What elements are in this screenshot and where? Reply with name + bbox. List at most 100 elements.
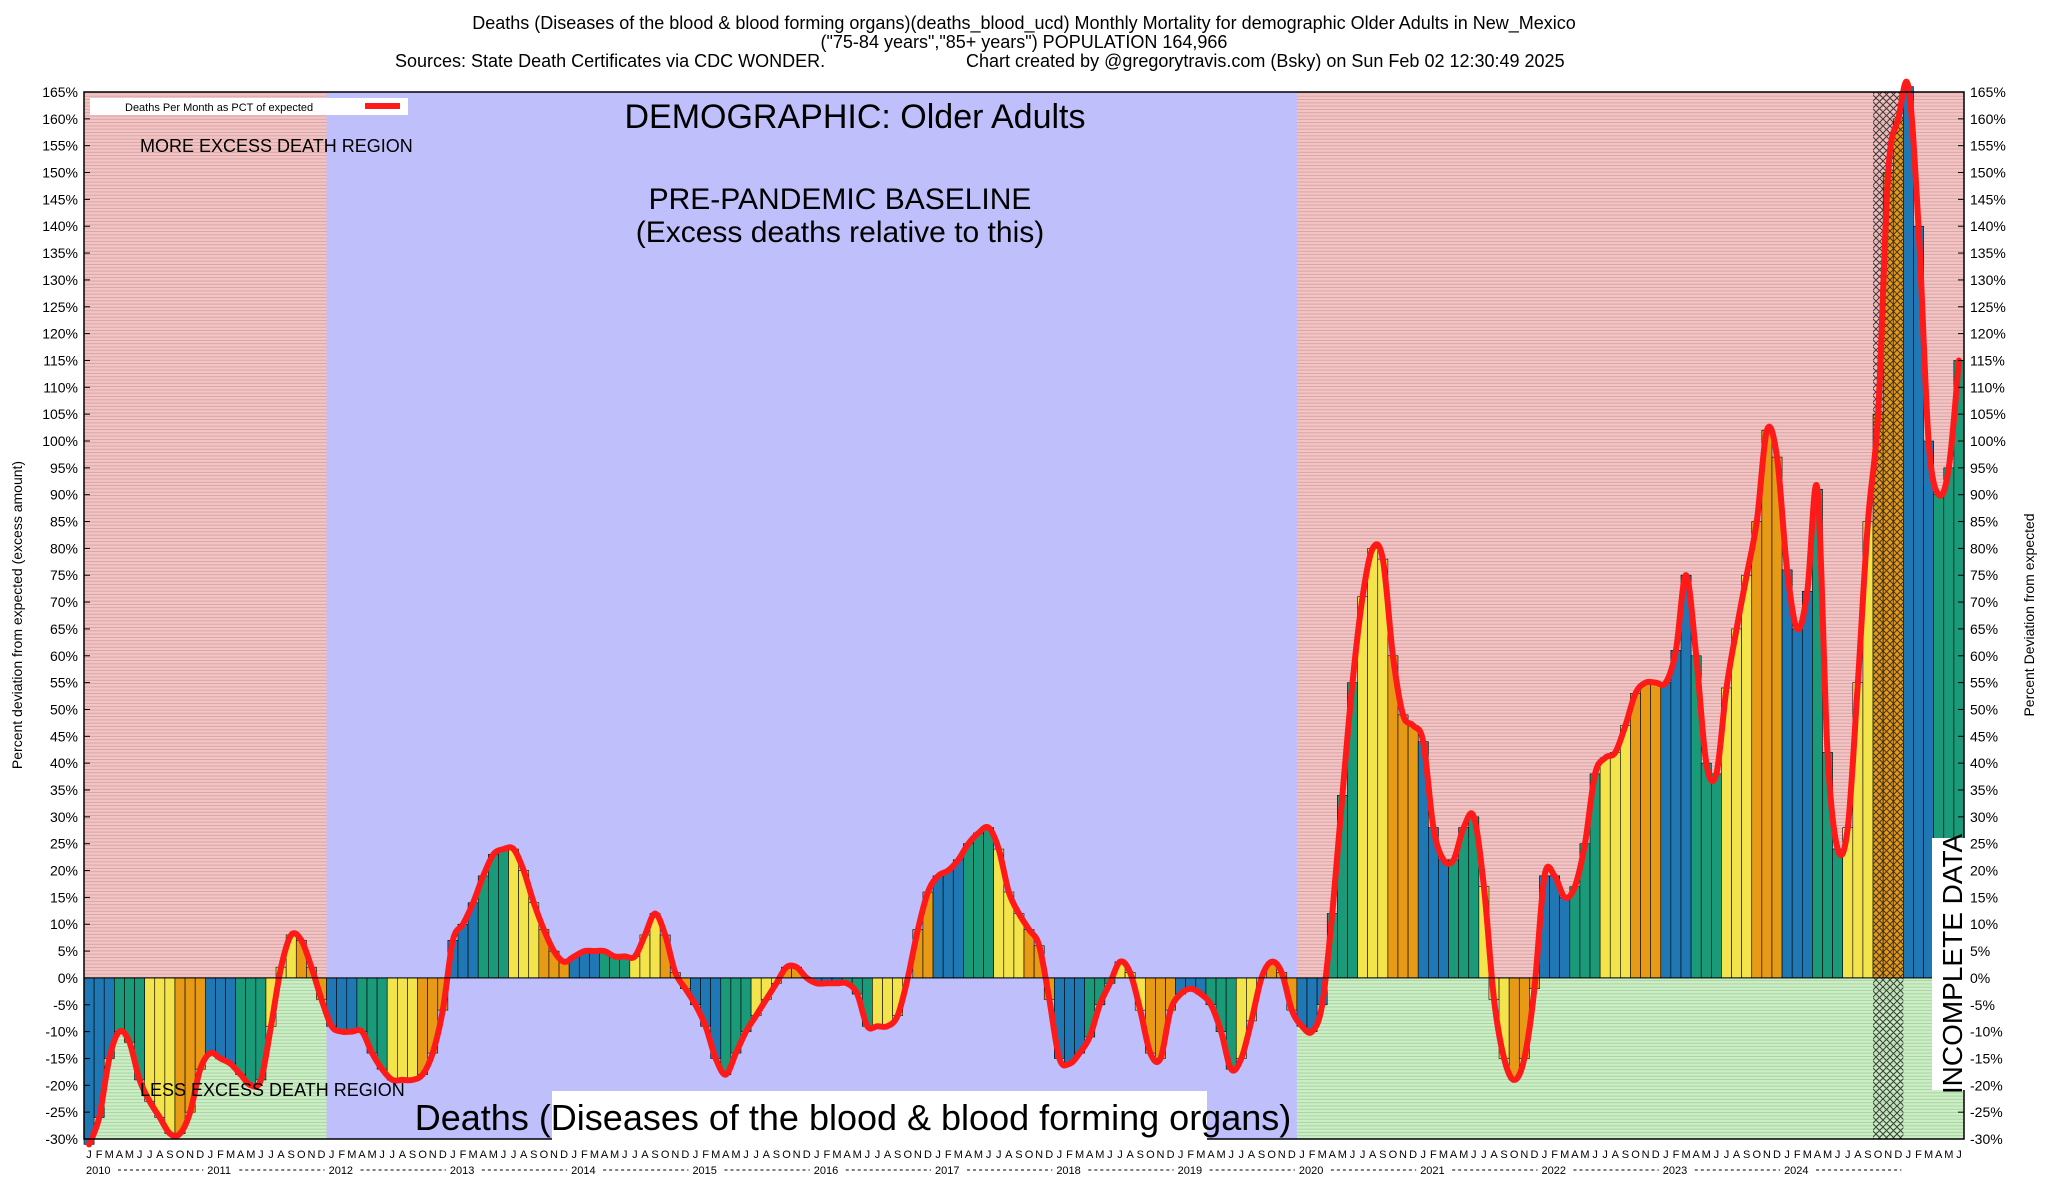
- x-month-label: S: [651, 1149, 658, 1161]
- x-month-label: A: [884, 1149, 892, 1161]
- bar: [508, 848, 519, 979]
- x-month-label: N: [1642, 1149, 1650, 1161]
- y-tick-label-left: 85%: [50, 514, 78, 530]
- x-month-label: S: [1258, 1149, 1265, 1161]
- x-month-label: J: [1956, 1149, 1962, 1161]
- x-month-label: S: [409, 1149, 416, 1161]
- bar: [1620, 725, 1631, 979]
- x-month-label: F: [1066, 1149, 1073, 1161]
- x-month-label: D: [1167, 1149, 1175, 1161]
- bar: [872, 977, 883, 1027]
- x-month-label: A: [1329, 1149, 1337, 1161]
- x-month-label: D: [1894, 1149, 1902, 1161]
- bar: [1731, 628, 1742, 979]
- x-month-label: J: [1107, 1149, 1113, 1161]
- x-year-label: 2020: [1299, 1165, 1323, 1177]
- x-month-label: O: [1267, 1149, 1276, 1161]
- x-month-label: N: [1035, 1149, 1043, 1161]
- x-month-label: M: [1702, 1149, 1711, 1161]
- x-month-label: M: [1459, 1149, 1468, 1161]
- x-month-label: N: [914, 1149, 922, 1161]
- x-month-label: S: [1622, 1149, 1629, 1161]
- x-year-label: 2010: [86, 1165, 110, 1177]
- bar: [720, 977, 732, 1075]
- bar: [1357, 596, 1368, 979]
- x-month-label: D: [196, 1149, 204, 1161]
- x-month-label: J: [753, 1149, 759, 1161]
- x-month-label: M: [1338, 1149, 1347, 1161]
- x-month-label: F: [1430, 1149, 1437, 1161]
- x-month-label: M: [1075, 1149, 1084, 1161]
- bar: [1650, 682, 1662, 979]
- x-month-label: A: [641, 1149, 649, 1161]
- x-year-label: 2018: [1056, 1165, 1080, 1177]
- y-tick-label-left: 80%: [50, 540, 78, 556]
- incomplete-label-group: INCOMPLETE DATA: [1932, 834, 1968, 1094]
- bar: [245, 977, 257, 1086]
- y-tick-label-right: 30%: [1970, 809, 1998, 825]
- y-tick-label-left: 0%: [58, 970, 78, 986]
- x-year-label: 2013: [450, 1165, 474, 1177]
- x-month-label: D: [560, 1149, 568, 1161]
- chart-header-credit: Chart created by @gregorytravis.com (Bsk…: [966, 51, 1565, 71]
- y-tick-label-left: 105%: [42, 406, 78, 422]
- x-month-label: M: [1439, 1149, 1448, 1161]
- y-tick-label-right: 160%: [1970, 111, 2006, 127]
- more-excess-label: MORE EXCESS DEATH REGION: [140, 136, 413, 156]
- bar: [114, 977, 125, 1032]
- y-tick-label-right: 35%: [1970, 782, 1998, 798]
- y-tick-label-left: 35%: [50, 782, 78, 798]
- bar: [1064, 977, 1075, 1065]
- bar: [1448, 859, 1459, 979]
- incomplete-layer: [1873, 92, 1904, 1139]
- x-month-label: J: [1228, 1149, 1234, 1161]
- x-month-label: S: [288, 1149, 295, 1161]
- x-month-label: M: [367, 1149, 376, 1161]
- x-month-label: M: [1823, 1149, 1832, 1161]
- y-tick-label-left: 45%: [50, 728, 78, 744]
- x-year-label: 2024: [1784, 1165, 1808, 1177]
- x-month-label: O: [903, 1149, 912, 1161]
- x-month-label: D: [1652, 1149, 1660, 1161]
- y-tick-label-right: 95%: [1970, 460, 1998, 476]
- x-month-label: O: [1025, 1149, 1034, 1161]
- y-tick-label-right: 85%: [1970, 514, 1998, 530]
- legend-box: [90, 98, 408, 115]
- y-tick-label-left: 155%: [42, 138, 78, 154]
- bar: [356, 977, 368, 1032]
- y-tick-label-right: 5%: [1970, 943, 1990, 959]
- subtitle-box: [552, 1091, 1207, 1141]
- baseline-label-1: PRE-PANDEMIC BASELINE: [649, 183, 1032, 216]
- x-month-label: J: [390, 1149, 396, 1161]
- x-month-label: J: [743, 1149, 749, 1161]
- y-tick-label-right: 120%: [1970, 326, 2006, 342]
- bar: [942, 870, 954, 979]
- x-month-label: O: [661, 1149, 670, 1161]
- x-month-label: J: [1239, 1149, 1245, 1161]
- bar: [973, 832, 984, 979]
- y-tick-label-right: 75%: [1970, 567, 1998, 583]
- x-month-label: A: [1490, 1149, 1498, 1161]
- y-tick-label-left: 20%: [50, 863, 78, 879]
- x-month-label: M: [1560, 1149, 1569, 1161]
- x-month-label: S: [1864, 1149, 1871, 1161]
- x-month-label: M: [1580, 1149, 1589, 1161]
- bar: [1761, 429, 1773, 979]
- x-month-label: F: [702, 1149, 709, 1161]
- y-tick-label-left: 75%: [50, 567, 78, 583]
- bar: [397, 977, 408, 1081]
- x-month-label: F: [1794, 1149, 1801, 1161]
- y-tick-label-left: -20%: [45, 1077, 78, 1093]
- x-month-label: F: [581, 1149, 588, 1161]
- y-tick-label-right: -5%: [1970, 997, 1995, 1013]
- bar: [204, 977, 216, 1054]
- x-month-label: M: [1318, 1149, 1327, 1161]
- y-tick-label-right: 110%: [1970, 379, 2005, 395]
- y-tick-label-left: 90%: [50, 487, 78, 503]
- x-month-label: N: [1763, 1149, 1771, 1161]
- x-month-label: A: [1369, 1149, 1377, 1161]
- x-month-label: A: [1814, 1149, 1822, 1161]
- x-month-label: N: [307, 1149, 315, 1161]
- x-month-label: J: [1471, 1149, 1477, 1161]
